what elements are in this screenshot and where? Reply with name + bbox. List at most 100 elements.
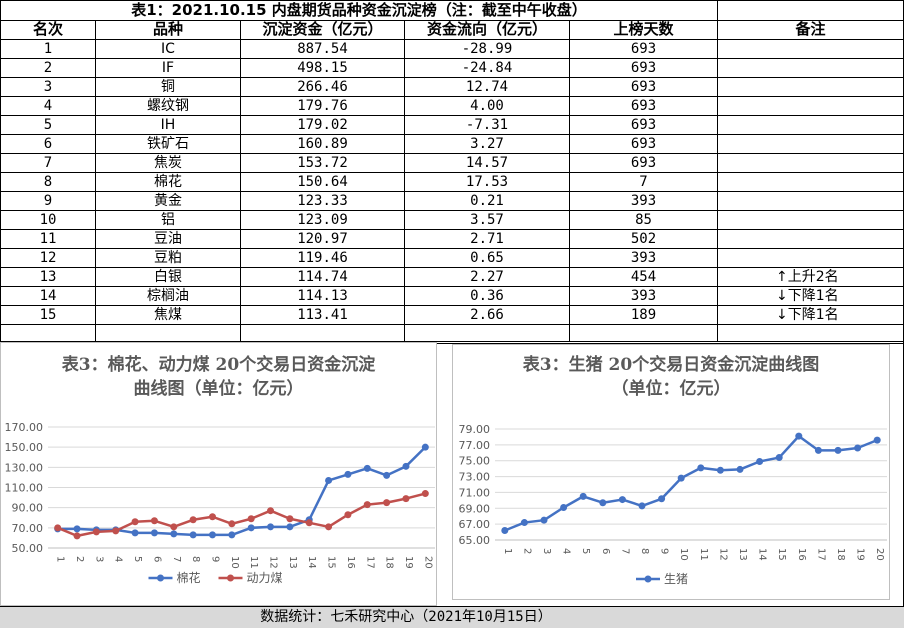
note-text: 上升2名 (787, 269, 839, 285)
cell-fund: 113.41 (297, 307, 348, 323)
cell-fund: 887.54 (297, 41, 348, 57)
cell-fund: 179.76 (297, 98, 348, 114)
data-point (421, 443, 429, 451)
chart2-svg: 65.00 67.00 69.00 71.00 73.00 75.00 77.00 79.00… (459, 423, 887, 586)
x-tick-label: 3 (541, 548, 552, 554)
cell-days: 502 (630, 231, 657, 247)
cell-fund: 114.13 (297, 288, 348, 304)
x-tick-label: 11 (248, 556, 259, 569)
cell-fund: 119.46 (297, 250, 348, 266)
data-point (540, 516, 548, 524)
grid-line (0, 96, 904, 97)
x-tick-label: 17 (815, 548, 826, 561)
cell-note: ↑上升2名 (718, 268, 903, 287)
header-fund: 沉淀资金（亿元） (262, 20, 383, 38)
data-point (228, 531, 236, 539)
cell-flow: -24.84 (461, 60, 513, 76)
x-tick-label: 18 (384, 556, 395, 569)
cell-name: 豆油 (154, 231, 182, 247)
cell-name: 铜 (161, 79, 175, 95)
x-tick-label: 2 (521, 548, 532, 554)
grid-line (0, 20, 1, 341)
data-point (677, 474, 685, 482)
data-point (599, 499, 607, 507)
footer-source: 数据统计：七禾研究中心（2021年10月15日） (260, 609, 552, 625)
arrow-down-icon: ↓ (776, 288, 788, 304)
grid-line (0, 343, 904, 344)
data-point (716, 466, 724, 474)
data-point (363, 464, 371, 472)
data-point (267, 523, 275, 531)
cell-days: 693 (630, 41, 657, 57)
cell-rank: 12 (39, 250, 57, 266)
data-point (73, 525, 81, 533)
cell-flow: 0.65 (470, 250, 504, 266)
legend-label: 生猪 (664, 572, 688, 586)
header-rank: 名次 (32, 20, 63, 38)
grid-line (0, 77, 904, 78)
grid-line (0, 153, 904, 154)
data-point (736, 465, 744, 473)
cell-flow: 2.66 (470, 307, 504, 323)
data-point (834, 446, 842, 454)
cell-rank: 3 (43, 79, 53, 95)
cell-name: 铝 (161, 212, 175, 228)
y-tick-label: 67.00 (459, 518, 491, 531)
cell-rank: 9 (43, 193, 53, 209)
x-tick-label: 11 (698, 548, 709, 561)
cell-flow: -7.31 (465, 117, 509, 133)
x-tick-label: 7 (171, 556, 182, 562)
x-tick-label: 14 (757, 548, 768, 561)
cell-flow: 12.74 (465, 79, 509, 95)
grid-line (0, 267, 904, 268)
data-point (189, 531, 197, 539)
header-name: 品种 (152, 20, 183, 38)
grid-line (0, 324, 904, 325)
cell-name: 铁矿石 (147, 136, 189, 152)
note-text: 下降1名 (787, 307, 839, 323)
cell-days: 7 (639, 174, 648, 190)
x-tick-label: 9 (209, 556, 220, 562)
x-tick-label: 17 (364, 556, 375, 569)
x-tick-label: 4 (113, 556, 124, 562)
x-tick-label: 20 (422, 556, 433, 569)
note-text: 下降1名 (787, 288, 839, 304)
grid-line (0, 606, 904, 607)
data-point (150, 517, 158, 525)
y-tick-label: 73.00 (459, 471, 491, 484)
data-point (854, 444, 862, 452)
data-point (383, 471, 391, 479)
grid-line (0, 58, 904, 59)
data-point (208, 531, 216, 539)
cell-fund: 123.33 (297, 193, 348, 209)
x-tick-label: 8 (639, 548, 650, 554)
cell-rank: 14 (39, 288, 57, 304)
cell-rank: 13 (39, 269, 57, 285)
x-tick-label: 6 (600, 548, 611, 554)
grid-line (0, 115, 904, 116)
cell-note: ↓下降1名 (718, 287, 903, 306)
data-point (305, 519, 313, 527)
x-tick-label: 5 (132, 556, 143, 562)
table-title: 表1：2021.10.15 内盘期货品种资金沉淀榜（注：截至中午收盘） (131, 1, 587, 19)
data-point (131, 518, 139, 526)
data-point (286, 523, 294, 531)
cell-flow: 0.36 (470, 288, 504, 304)
legend-marker (644, 575, 652, 583)
data-point (344, 470, 352, 478)
x-tick-label: 4 (561, 548, 572, 554)
grid-line (404, 20, 405, 341)
grid-line (0, 39, 904, 40)
cell-note (718, 78, 903, 97)
grid-line (0, 191, 904, 192)
data-point (92, 528, 100, 536)
x-tick-label: 2 (74, 556, 85, 562)
data-point (208, 513, 216, 521)
chart-cotton-coal: 表3：棉花、动力煤 20个交易日资金沉淀 曲线图（单位：亿元） 50.00 70.… (0, 342, 437, 606)
legend-marker (157, 574, 164, 582)
cell-rank: 2 (43, 60, 53, 76)
data-point (247, 524, 255, 532)
cell-name: IH (160, 117, 176, 133)
cell-fund: 266.46 (297, 79, 348, 95)
